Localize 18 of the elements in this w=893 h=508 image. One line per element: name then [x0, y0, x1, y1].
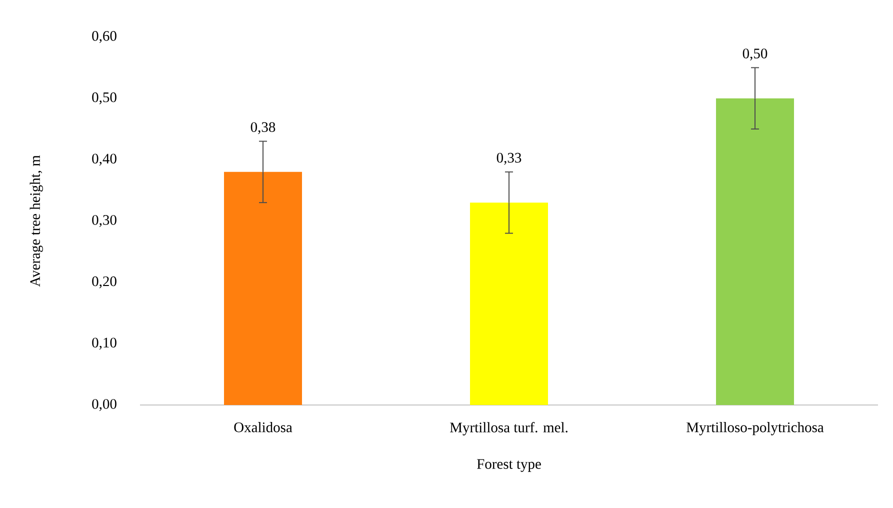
- data-label: 0,50: [742, 48, 768, 60]
- y-axis-title: Average tree height, m: [30, 155, 43, 287]
- x-tick-label: Myrtillosa turf. mel.: [450, 422, 568, 436]
- bar: [716, 98, 794, 405]
- y-tick-label: 0,40: [92, 154, 116, 166]
- data-label: 0,33: [496, 152, 522, 165]
- y-tick-label: 0,10: [92, 338, 116, 350]
- x-tick-label: Oxalidosa: [234, 422, 292, 432]
- bar: [470, 202, 548, 405]
- data-label: 0,38: [250, 122, 276, 134]
- y-tick-label: 0,00: [92, 399, 116, 411]
- y-tick-label: 0,50: [92, 92, 116, 104]
- y-tick-label: 0,60: [92, 31, 116, 43]
- y-tick-label: 0,20: [92, 276, 116, 288]
- y-tick-label: 0,30: [92, 215, 116, 227]
- bar: [224, 172, 302, 405]
- x-axis-title: Forest type: [477, 459, 541, 472]
- x-tick-label: Myrtilloso-polytrichosa: [686, 422, 824, 436]
